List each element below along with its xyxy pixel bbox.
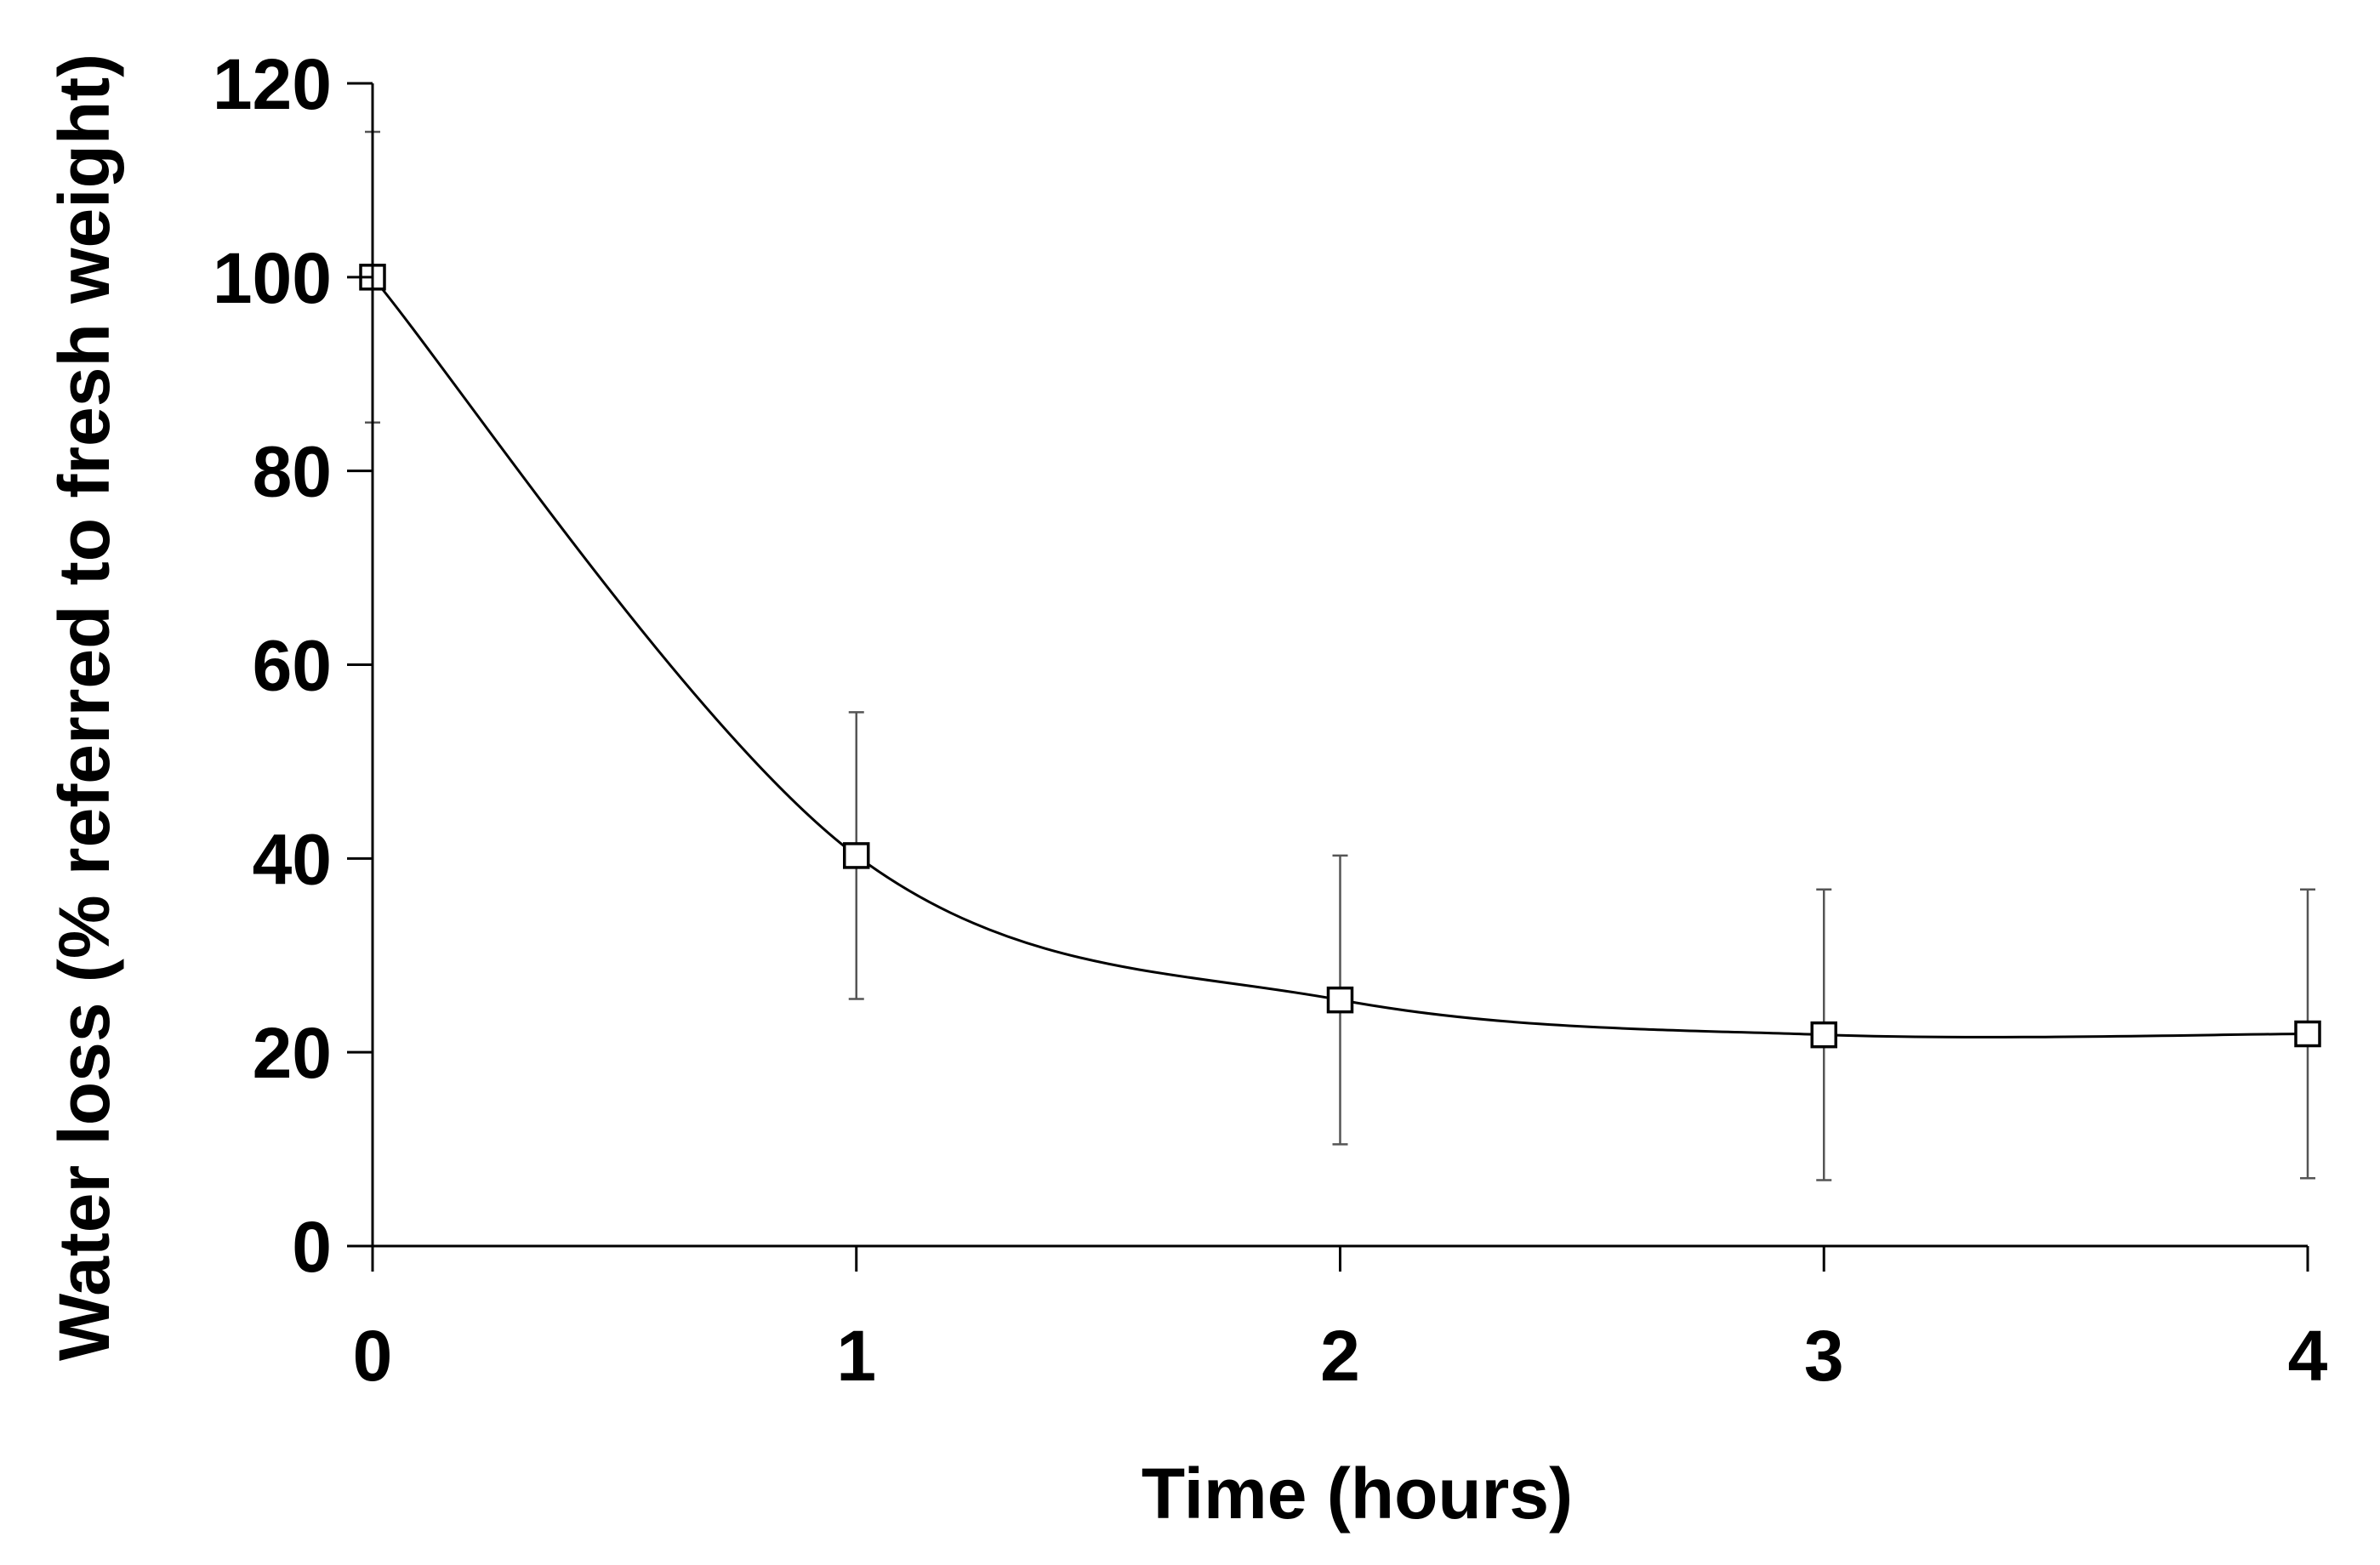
series-line (371, 276, 2309, 1039)
y-axis-title: Water loss (% referred to fresh weight) (44, 54, 124, 1361)
x-tick-label: 2 (1320, 1316, 1360, 1396)
y-axis-ticks: 0 20 40 60 80 100 120 (213, 44, 373, 1287)
y-tick-label: 60 (253, 626, 332, 706)
x-tick-label: 0 (353, 1316, 393, 1396)
y-tick-label: 120 (213, 44, 332, 124)
y-tick-label: 20 (253, 1013, 332, 1093)
x-tick-label: 4 (2288, 1316, 2328, 1396)
data-point-marker (2294, 1020, 2321, 1048)
x-axis-title: Time (hours) (1142, 1454, 1573, 1534)
data-point-marker (843, 842, 870, 869)
y-tick-label: 100 (213, 238, 332, 318)
x-tick-label: 1 (836, 1316, 876, 1396)
data-point-marker (1326, 986, 1354, 1014)
error-bars (365, 130, 2315, 1181)
y-tick-label: 80 (253, 432, 332, 512)
y-tick-label: 40 (253, 819, 332, 899)
plot-area (359, 130, 2321, 1181)
data-point-marker (1810, 1021, 1837, 1049)
axes: 0 20 40 60 80 100 120 0 1 2 3 4 (213, 44, 2328, 1396)
x-axis-ticks: 0 1 2 3 4 (353, 1246, 2328, 1396)
y-tick-label: 0 (292, 1207, 332, 1287)
x-tick-label: 3 (1804, 1316, 1844, 1396)
